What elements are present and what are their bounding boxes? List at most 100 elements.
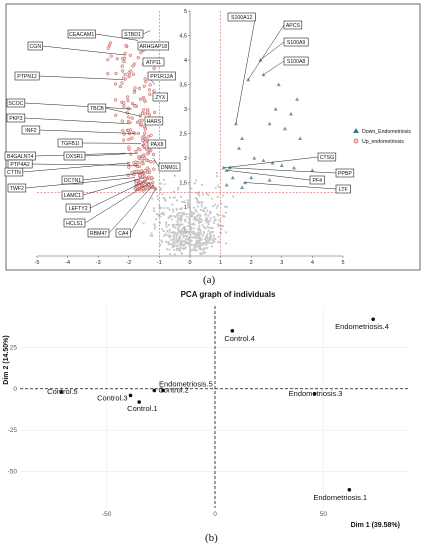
pca-point-label: Control.3 <box>97 393 127 402</box>
nonsignificant-point <box>172 210 175 213</box>
nonsignificant-point <box>185 234 189 238</box>
nonsignificant-point <box>195 179 198 182</box>
nonsignificant-point <box>213 240 216 243</box>
up-point <box>132 161 136 165</box>
nonsignificant-point <box>189 229 192 232</box>
nonsignificant-point <box>157 197 160 201</box>
gene-leader-line <box>105 107 142 117</box>
gene-label-box <box>65 203 91 213</box>
down-points <box>221 58 315 189</box>
nonsignificant-point <box>175 234 178 238</box>
nonsignificant-point <box>153 223 156 226</box>
gene-label-box <box>283 56 309 66</box>
gene-leader-line <box>84 182 151 224</box>
gene-leader-line <box>263 60 285 75</box>
nonsignificant-point <box>187 224 190 227</box>
nonsignificant-point <box>216 195 220 198</box>
nonsignificant-point <box>178 230 181 233</box>
nonsignificant-point <box>205 243 208 247</box>
gene-leader-line <box>82 172 145 181</box>
nonsignificant-point <box>215 171 219 174</box>
nonsignificant-point <box>177 226 180 229</box>
nonsignificant-point <box>164 199 167 202</box>
pca-point <box>152 388 157 393</box>
nonsignificant-point <box>200 219 203 222</box>
nonsignificant-point <box>188 244 191 248</box>
up-point <box>138 97 143 101</box>
nonsignificant-point <box>203 226 206 229</box>
nonsignificant-point <box>179 232 183 235</box>
pca-y-tick: -50 <box>8 469 18 476</box>
up-point <box>120 119 124 123</box>
pca-point-label: Control.4 <box>224 334 254 343</box>
nonsignificant-point <box>174 226 177 229</box>
down-point <box>230 175 235 180</box>
nonsignificant-point <box>153 227 156 230</box>
up-point <box>137 86 142 91</box>
nonsignificant-point <box>162 178 165 181</box>
up-point <box>145 152 150 156</box>
nonsignificant-point <box>216 204 220 207</box>
gene-label: ARHGAP18 <box>139 44 167 50</box>
nonsignificant-point <box>186 201 190 204</box>
nonsignificant-point <box>214 219 217 222</box>
x-tick-label: -4 <box>65 260 70 266</box>
volcano-legend: Down_Endometriosis Up_endometriosis <box>353 128 411 145</box>
nonsignificant-point <box>185 241 189 244</box>
nonsignificant-point <box>172 237 175 240</box>
up-point <box>132 62 136 66</box>
nonsignificant-point <box>177 217 180 220</box>
up-point <box>120 56 125 61</box>
nonsignificant-point <box>224 211 227 214</box>
up-point <box>142 84 146 88</box>
gene-label-box <box>7 183 27 193</box>
nonsignificant-point <box>201 209 204 212</box>
nonsignificant-point <box>171 246 174 249</box>
gene-label-box <box>87 228 110 238</box>
up-point <box>152 110 157 115</box>
nonsignificant-point <box>178 235 181 238</box>
nonsignificant-point <box>199 229 202 232</box>
nonsignificant-point <box>193 223 196 226</box>
gene-leader-line <box>32 163 138 166</box>
up-point <box>127 165 131 169</box>
pca-x-tick: -50 <box>102 511 112 518</box>
gene-label: DCTN1 <box>64 178 81 184</box>
nonsignificant-point <box>193 243 196 246</box>
nonsignificant-point <box>177 186 180 189</box>
up-point <box>143 140 147 144</box>
x-tick-label: -1 <box>157 260 162 266</box>
nonsignificant-point <box>159 188 162 191</box>
gene-leader-line <box>22 162 129 173</box>
up-point <box>139 122 144 126</box>
up-point <box>145 166 150 170</box>
nonsignificant-point <box>198 224 201 227</box>
nonsignificant-point <box>209 242 212 245</box>
nonsignificant-point <box>174 232 177 235</box>
gene-label: S100A9 <box>287 40 306 46</box>
nonsignificant-point <box>173 174 177 177</box>
gene-label: CGN <box>30 44 42 50</box>
nonsignificant-point <box>193 216 196 219</box>
nonsignificant-point <box>175 244 178 247</box>
pca-point <box>312 391 317 396</box>
nonsignificant-point <box>167 243 170 246</box>
up-point <box>140 136 145 140</box>
gene-label: CTSG <box>320 155 334 161</box>
nonsignificant-point <box>192 227 196 230</box>
gene-label-box <box>335 184 351 194</box>
gene-leader-line <box>153 157 160 168</box>
nonsignificant-point <box>201 193 204 196</box>
up-point <box>134 149 138 154</box>
up-point <box>120 69 125 73</box>
nonsignificant-point <box>176 221 179 224</box>
up-point <box>120 64 124 68</box>
nonsignificant-point <box>216 213 219 216</box>
y-tick-label: 3 <box>184 107 187 113</box>
up-point <box>122 101 126 105</box>
gene-leader-line <box>223 156 319 169</box>
nonsignificant-point <box>190 226 193 229</box>
nonsignificant-point <box>190 249 193 252</box>
nonsignificant-point <box>209 238 212 241</box>
nonsignificant-point <box>169 253 172 256</box>
